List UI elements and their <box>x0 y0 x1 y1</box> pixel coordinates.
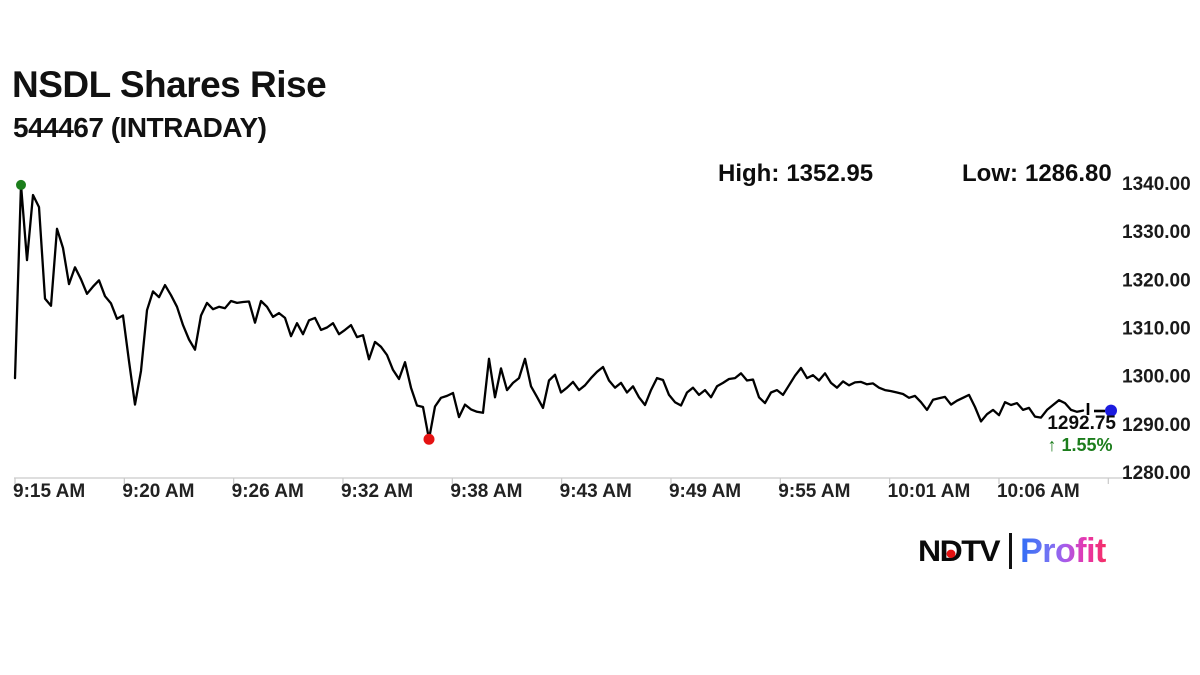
x-axis-label: 9:38 AM <box>450 481 522 502</box>
low-marker <box>423 433 435 445</box>
low-value: 1286.80 <box>1024 160 1112 187</box>
logo-separator <box>1009 533 1013 569</box>
y-axis-label: 1290.00 <box>1122 415 1191 436</box>
x-axis-label: 9:20 AM <box>122 481 194 502</box>
ndtv-letters-tv: TV <box>961 533 1000 568</box>
y-axis-label: 1330.00 <box>1122 222 1191 243</box>
price-line <box>13 183 1085 441</box>
last-change-percent: ↑ 1.55% <box>1047 435 1113 455</box>
high-value: 1352.95 <box>786 160 874 187</box>
last-trade-marker <box>1105 404 1117 417</box>
x-axis-label: 10:01 AM <box>888 481 971 502</box>
x-axis-label: 9:26 AM <box>232 481 304 502</box>
x-axis-label: 9:43 AM <box>560 481 632 502</box>
page-title: NSDL Shares Rise <box>12 64 327 105</box>
ndtv-red-dot-icon <box>946 548 956 558</box>
y-axis-label: 1340.00 <box>1122 174 1191 195</box>
x-axis-label: 9:15 AM <box>13 481 85 502</box>
x-axis-label: 9:55 AM <box>778 481 850 502</box>
low-label: Low: <box>962 160 1018 187</box>
y-axis-label: 1320.00 <box>1122 270 1191 291</box>
last-price-label: 1292.75 <box>1047 413 1116 434</box>
high-label: High: <box>718 160 780 187</box>
ndtv-letter-d: D <box>940 534 963 568</box>
ndtv-profit-logo: NDTV Profit <box>918 531 1106 571</box>
y-axis-label: 1280.00 <box>1122 463 1191 484</box>
x-axis-label: 10:06 AM <box>997 481 1080 502</box>
ndtv-wordmark: NDTV <box>918 533 1001 568</box>
ticker-subtitle: 544467 (INTRADAY) <box>13 112 267 143</box>
day-high-stat: High: 1352.95 <box>718 160 873 188</box>
ndtv-letter-n: N <box>918 533 941 568</box>
x-axis-label: 9:49 AM <box>669 481 741 502</box>
y-axis-label: 1310.00 <box>1122 319 1191 340</box>
profit-wordmark: Profit <box>1020 531 1106 570</box>
open-high-marker <box>16 179 26 190</box>
y-axis-label: 1300.00 <box>1122 367 1191 388</box>
x-axis-label: 9:32 AM <box>341 481 413 502</box>
day-low-stat: Low: 1286.80 <box>962 160 1112 188</box>
